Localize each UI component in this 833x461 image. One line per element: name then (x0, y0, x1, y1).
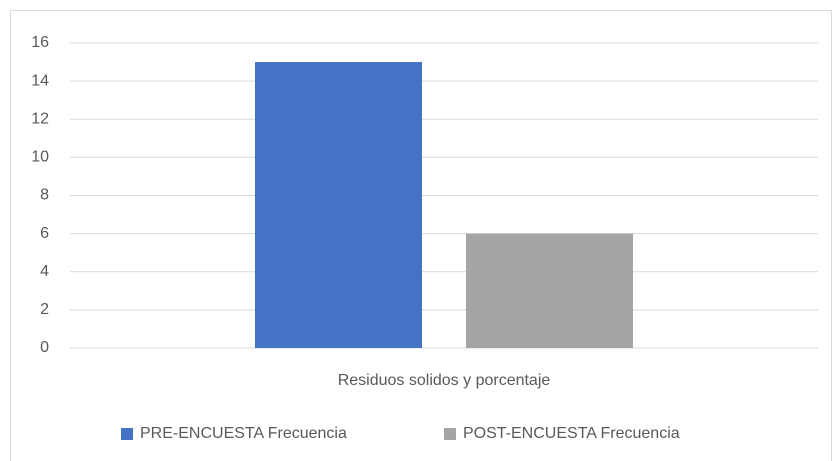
legend-label: PRE-ENCUESTA Frecuencia (140, 425, 347, 442)
legend-label: POST-ENCUESTA Frecuencia (463, 425, 680, 442)
bar (466, 233, 633, 348)
legend-swatch (444, 428, 456, 440)
y-tick-label: 0 (40, 339, 49, 356)
x-tick-label: Residuos solidos y porcentaje (338, 372, 551, 389)
y-tick-label: 12 (31, 110, 49, 127)
y-tick-label: 2 (40, 301, 49, 318)
y-tick-label: 4 (40, 263, 49, 280)
y-tick-label: 16 (31, 34, 49, 51)
y-tick-label: 14 (31, 72, 49, 89)
y-tick-label: 6 (40, 225, 49, 242)
legend-swatch (121, 428, 133, 440)
bar (255, 62, 422, 348)
y-tick-label: 10 (31, 149, 49, 166)
y-tick-label: 8 (40, 187, 49, 204)
